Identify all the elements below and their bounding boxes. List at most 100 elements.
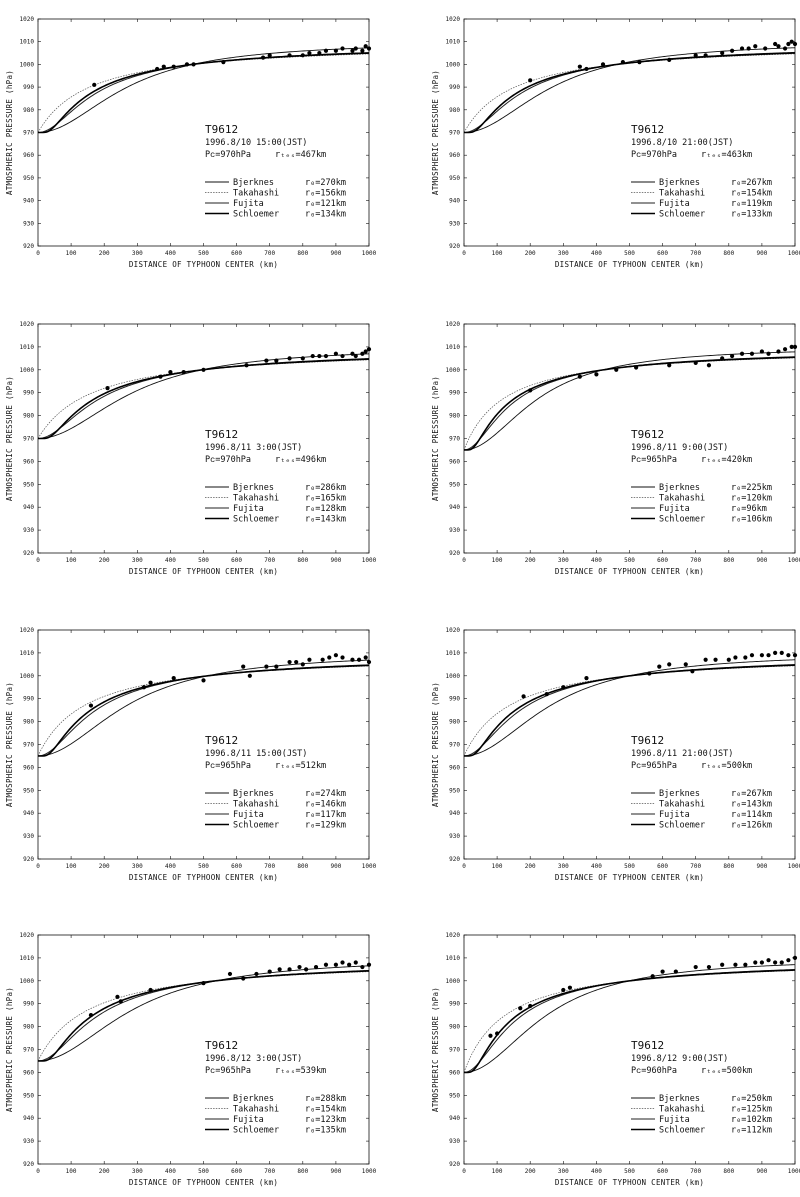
observation-point xyxy=(792,653,798,658)
y-tick-label: 1000 xyxy=(446,61,461,68)
x-tick-label: 0 xyxy=(462,1168,466,1175)
observation-point xyxy=(739,351,745,356)
x-tick-label: 700 xyxy=(690,250,701,257)
legend-radius: r₀=134km xyxy=(305,210,346,220)
x-tick-label: 900 xyxy=(756,557,767,564)
observation-point xyxy=(620,60,625,65)
curve-bjerknes xyxy=(464,659,795,757)
x-tick-label: 600 xyxy=(231,250,242,257)
observation-point xyxy=(667,57,672,62)
legend-label: Fujita xyxy=(233,810,264,820)
observation-point xyxy=(753,960,758,965)
curve-takahashi xyxy=(38,359,369,439)
observation-point xyxy=(600,62,606,67)
y-tick-label: 990 xyxy=(23,84,34,91)
x-tick-label: 400 xyxy=(591,1168,602,1175)
central-pressure: Pᴄ=970hPa xyxy=(205,455,251,465)
x-tick-label: 600 xyxy=(657,1168,668,1175)
observation-point xyxy=(168,369,173,375)
observation-point xyxy=(743,655,748,660)
y-tick-label: 980 xyxy=(449,413,460,420)
y-axis-label: ATMOSPHERIC PRESSURE (hPa) xyxy=(5,376,14,501)
legend-label: Takahashi xyxy=(659,800,705,810)
y-tick-label: 990 xyxy=(23,390,34,397)
x-tick-label: 800 xyxy=(723,863,734,870)
x-tick-label: 400 xyxy=(165,557,176,564)
x-tick-label: 800 xyxy=(297,557,308,564)
legend-radius: r₀=125km xyxy=(731,1105,772,1115)
observation-point xyxy=(594,372,599,377)
observation-point xyxy=(528,388,533,393)
fit-radius: rₜₑₛ=467km xyxy=(275,150,326,160)
y-tick-label: 930 xyxy=(449,527,460,534)
legend-radius: r₀=267km xyxy=(731,178,772,188)
y-tick-label: 1020 xyxy=(20,932,35,939)
observation-point xyxy=(363,655,368,660)
observation-point xyxy=(287,356,292,361)
typhoon-id: T9612 xyxy=(205,428,238,441)
x-tick-label: 500 xyxy=(624,250,635,257)
y-tick-label: 970 xyxy=(23,1047,34,1054)
legend-label: Takahashi xyxy=(659,189,705,199)
observation-point xyxy=(577,374,582,379)
legend-label: Fujita xyxy=(233,1115,264,1125)
x-tick-label: 600 xyxy=(231,1168,242,1175)
observation-point xyxy=(287,659,292,665)
y-tick-label: 990 xyxy=(449,1001,460,1008)
legend-label: Takahashi xyxy=(233,189,279,199)
legend-label: Fujita xyxy=(233,504,264,514)
x-tick-label: 500 xyxy=(624,1168,635,1175)
observation-point xyxy=(720,50,725,56)
curve-bjerknes xyxy=(38,353,369,439)
x-tick-label: 400 xyxy=(591,557,602,564)
legend-label: Fujita xyxy=(659,810,690,820)
y-tick-label: 960 xyxy=(23,1069,34,1076)
curve-bjerknes xyxy=(38,47,369,133)
observation-point xyxy=(333,653,338,658)
x-axis-label: DISTANCE OF TYPHOON CENTER (km) xyxy=(555,260,704,269)
observation-point xyxy=(340,353,345,359)
central-pressure: Pᴄ=960hPa xyxy=(631,1066,677,1076)
y-tick-label: 990 xyxy=(23,696,34,703)
observation-point xyxy=(92,82,97,87)
observation-point xyxy=(356,657,362,662)
observation-point xyxy=(733,962,738,967)
observation-point xyxy=(637,60,642,65)
x-tick-label: 500 xyxy=(198,863,209,870)
observation-point xyxy=(88,1013,94,1018)
legend-radius: r₀=143km xyxy=(305,515,346,525)
y-tick-label: 1000 xyxy=(446,978,461,985)
legend-label: Schloemer xyxy=(233,210,279,220)
observation-point xyxy=(366,46,372,51)
observation-datetime: 1996.8/12 9:00(JST) xyxy=(631,1054,728,1064)
y-tick-label: 990 xyxy=(23,1001,34,1008)
x-tick-label: 700 xyxy=(264,250,275,257)
y-tick-label: 960 xyxy=(449,152,460,159)
x-tick-label: 400 xyxy=(165,1168,176,1175)
y-tick-label: 930 xyxy=(449,833,460,840)
x-tick-label: 100 xyxy=(66,863,77,870)
x-tick-label: 1000 xyxy=(788,1168,800,1175)
observation-point xyxy=(495,1031,500,1036)
x-tick-label: 400 xyxy=(591,863,602,870)
observation-point xyxy=(792,955,798,961)
observation-point xyxy=(773,650,778,656)
observation-point xyxy=(307,657,312,662)
y-tick-label: 1000 xyxy=(446,367,461,374)
observation-point xyxy=(88,703,94,708)
observation-point xyxy=(667,363,672,368)
legend-label: Fujita xyxy=(659,504,690,514)
x-tick-label: 100 xyxy=(492,250,503,257)
curve-schloemer xyxy=(464,664,795,757)
chart-panel: 920 930 940 950 960 970 980 990 1000 1010 1020 0 100… xyxy=(431,16,800,269)
x-tick-label: 0 xyxy=(462,250,466,257)
y-tick-label: 1020 xyxy=(20,16,35,23)
central-pressure: Pᴄ=965hPa xyxy=(205,1066,251,1076)
y-tick-label: 1020 xyxy=(446,16,461,23)
x-axis-label: DISTANCE OF TYPHOON CENTER (km) xyxy=(129,260,278,269)
x-tick-label: 200 xyxy=(525,557,536,564)
y-tick-label: 940 xyxy=(23,504,34,511)
observation-datetime: 1996.8/11 15:00(JST) xyxy=(205,749,307,759)
observation-point xyxy=(786,41,791,47)
x-tick-label: 100 xyxy=(492,863,503,870)
